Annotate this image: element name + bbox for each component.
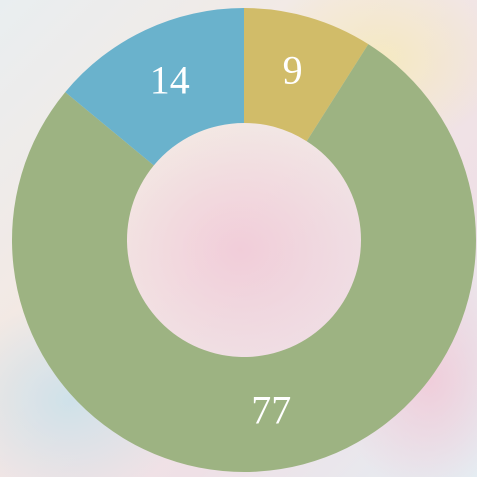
labels: 9 77 14: [150, 48, 303, 433]
donut-slice: [65, 8, 244, 166]
donut: [12, 8, 477, 473]
donut-slice: [244, 8, 369, 142]
donut-slice: [12, 44, 477, 473]
value-label: 14: [150, 57, 190, 102]
value-label: 77: [251, 388, 291, 433]
value-label: 9: [283, 48, 303, 93]
